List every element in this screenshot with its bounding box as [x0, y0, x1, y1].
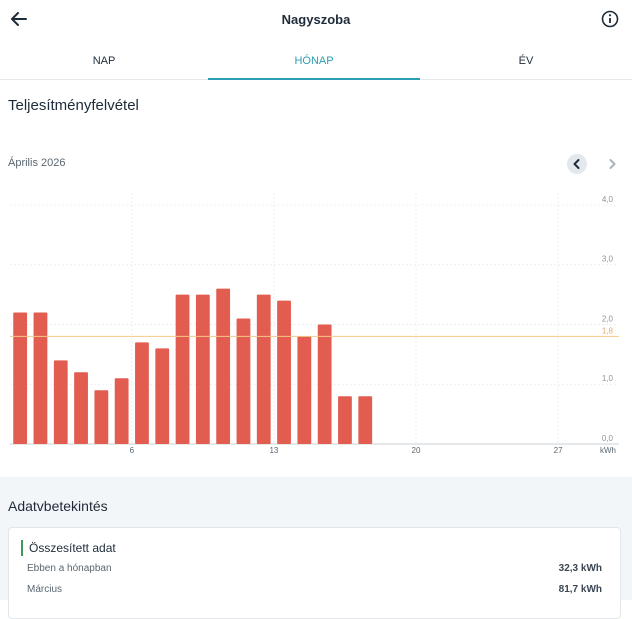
y-tick-label: 2,0 — [602, 314, 614, 323]
insights-title: Adatvbetekintés — [8, 498, 108, 514]
x-tick-label: 6 — [130, 446, 135, 455]
bar — [277, 300, 291, 444]
top-bar: Nagyszoba — [0, 0, 632, 40]
y-tick-label: 3,0 — [602, 255, 614, 264]
section-title: Teljesítményfelvétel — [8, 97, 139, 114]
bar — [317, 324, 332, 444]
bar — [195, 294, 210, 444]
summary-row-label: Ebben a hónapban — [27, 563, 112, 574]
y-tick-label: 1,0 — [602, 374, 614, 383]
bar — [135, 342, 149, 444]
bar — [13, 312, 28, 444]
bar — [358, 396, 373, 444]
arrow-left-icon[interactable] — [8, 8, 30, 30]
period-tabs: NAP HÓNAP ÉV — [0, 44, 632, 80]
consumption-bar-chart: 0,0 1,0 2,0 3,0 4,0 6 13 20 27 1,8 kWh — [10, 193, 619, 455]
bar — [53, 360, 68, 444]
insights-section: Adatvbetekintés Összesített adat Ebben a… — [0, 477, 632, 619]
x-tick-label: 20 — [412, 446, 421, 455]
x-tick-label: 27 — [554, 446, 563, 455]
bar — [338, 396, 352, 444]
bar — [236, 318, 251, 444]
summary-card: Összesített adat Ebben a hónapban 32,3 k… — [8, 527, 621, 619]
bar — [256, 294, 271, 444]
bar — [33, 312, 48, 444]
previous-period-button[interactable] — [567, 154, 587, 174]
tab-month[interactable]: HÓNAP — [294, 55, 334, 67]
bar — [94, 390, 109, 444]
chevron-right-icon — [609, 159, 616, 169]
page-title: Nagyszoba — [281, 12, 351, 27]
active-tab-indicator — [208, 78, 420, 80]
bar — [114, 378, 129, 444]
reference-line-label: 1,8 — [602, 326, 614, 335]
chevron-left-icon — [573, 159, 580, 169]
summary-card-title: Összesített adat — [21, 540, 116, 556]
summary-row-value: 81,7 kWh — [558, 584, 602, 595]
summary-row-label: Március — [27, 584, 63, 595]
bar — [155, 348, 170, 444]
bar — [175, 294, 190, 444]
info-circle-icon[interactable] — [600, 9, 620, 29]
y-tick-label: 0,0 — [602, 434, 614, 443]
bar — [297, 336, 312, 444]
x-tick-label: 13 — [269, 446, 278, 455]
tab-year[interactable]: ÉV — [518, 55, 534, 67]
period-label: Április 2026 — [8, 157, 66, 169]
unit-label: kWh — [600, 446, 616, 455]
bar — [216, 288, 231, 444]
summary-row-value: 32,3 kWh — [558, 563, 602, 574]
bar — [74, 372, 88, 444]
next-period-button[interactable] — [602, 154, 622, 174]
tab-day[interactable]: NAP — [92, 55, 116, 67]
y-tick-label: 4,0 — [602, 195, 614, 204]
